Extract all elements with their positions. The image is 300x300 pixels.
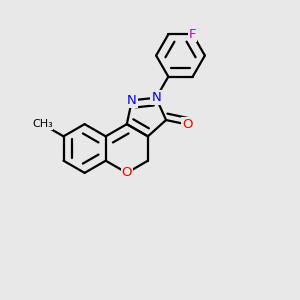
Text: F: F bbox=[189, 28, 196, 41]
Text: O: O bbox=[122, 167, 132, 179]
Text: CH₃: CH₃ bbox=[32, 119, 53, 129]
Text: O: O bbox=[182, 118, 193, 131]
Text: N: N bbox=[127, 94, 137, 107]
Text: N: N bbox=[151, 91, 161, 104]
